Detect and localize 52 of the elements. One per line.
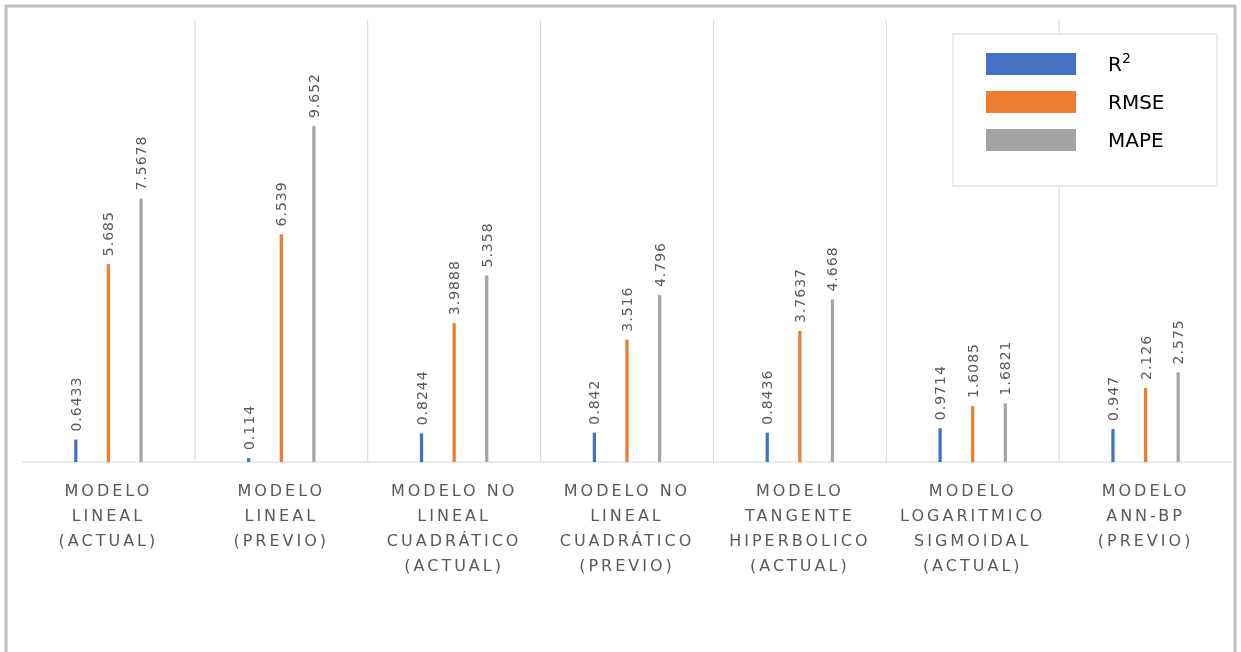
bar: [1143, 388, 1148, 462]
bar: [971, 406, 975, 462]
data-label: 0.8244: [413, 370, 430, 426]
x-tick-label: MODELO LINEAL (ACTUAL): [58, 481, 159, 550]
x-tick-label: MODELO LOGARITMICO SIGMOIDAL (ACTUAL): [900, 481, 1046, 575]
data-label: 1.6821: [997, 340, 1014, 396]
x-tick-label: MODELO NO LINEAL CUADRÁTICO (PREVIO): [559, 481, 695, 575]
data-label: 0.6433: [67, 376, 84, 432]
bar: [765, 432, 769, 462]
bar: [139, 198, 143, 462]
bar: [279, 234, 283, 462]
bar: [1176, 372, 1180, 462]
data-label: 3.516: [619, 286, 635, 332]
bar: [657, 295, 662, 462]
bar: [938, 428, 942, 462]
bar: [798, 331, 802, 462]
x-tick-label: MODELO LINEAL (PREVIO): [233, 481, 330, 550]
data-label: 2.126: [1137, 334, 1154, 381]
legend-label: RMSE: [1108, 90, 1165, 114]
bar: [247, 458, 251, 462]
data-label: 3.7637: [791, 268, 808, 324]
bar: [625, 339, 629, 462]
data-label: 0.114: [240, 404, 257, 451]
data-label: 4.796: [651, 241, 668, 288]
bar: [74, 439, 78, 462]
bar: [452, 323, 456, 462]
data-label: 7.5678: [133, 135, 150, 191]
data-label: 5.685: [100, 211, 117, 257]
bar: [1003, 403, 1007, 462]
legend-label: R$^{2}$: [1108, 50, 1131, 76]
data-label: 3.9888: [446, 260, 463, 316]
legend-label: MAPE: [1108, 128, 1164, 152]
data-label: 4.668: [824, 246, 841, 292]
bar: [106, 264, 111, 462]
bar: [830, 299, 835, 462]
data-label: 2.575: [1170, 319, 1187, 365]
data-label: 6.539: [273, 181, 290, 227]
data-label: 9.652: [305, 72, 322, 119]
x-tick-label: MODELO ANN-BP (PREVIO): [1097, 481, 1194, 550]
bar: [312, 126, 316, 462]
x-tick-label: MODELO TANGENTE HIPERBOLICO (ACTUAL): [729, 481, 871, 575]
x-tick-label: MODELO NO LINEAL CUADRÁTICO (ACTUAL): [386, 481, 522, 575]
bar: [1111, 429, 1115, 462]
bar: [419, 433, 424, 462]
bar: [592, 432, 597, 462]
bar: [485, 275, 489, 462]
data-label: 1.6085: [964, 343, 981, 399]
data-label: 0.947: [1104, 375, 1121, 422]
data-label: 0.8436: [759, 369, 776, 425]
data-label: 0.9714: [932, 365, 949, 421]
data-label: 0.842: [586, 379, 603, 425]
data-label: 5.358: [478, 222, 495, 268]
